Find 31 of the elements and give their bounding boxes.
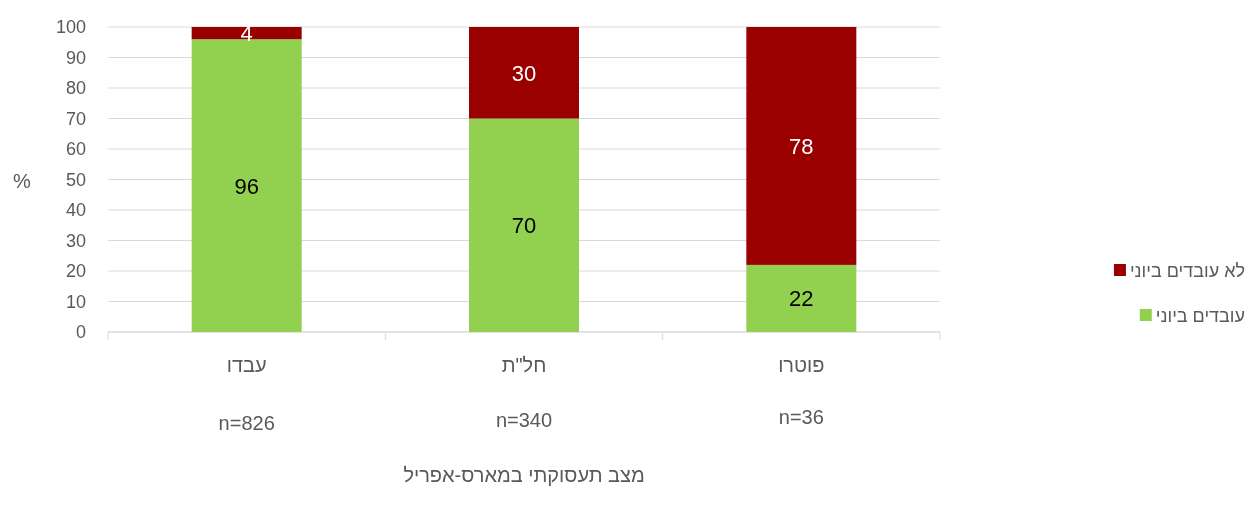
data-label: 70 — [511, 213, 537, 239]
x-tick-label: חל"ת — [501, 354, 547, 376]
y-tick-label: 60 — [65, 139, 86, 159]
y-tick-label: 90 — [65, 47, 86, 68]
bar — [191, 39, 302, 332]
data-label: 30 — [511, 60, 537, 86]
data-label: 22 — [789, 286, 814, 312]
y-tick-label: 0 — [75, 322, 86, 342]
text: n=340 — [495, 409, 553, 431]
bar — [746, 27, 857, 265]
x-tick-label: עבדו — [226, 354, 267, 376]
x-axis-title: מצב תעסוקתי במארס-אפריל — [403, 464, 645, 486]
bar — [746, 264, 857, 332]
bar — [469, 118, 579, 332]
data-label: 78 — [789, 133, 814, 159]
y-tick-label: 20 — [65, 261, 86, 281]
y-tick-label: 10 — [65, 291, 86, 312]
y-tick-label: 30 — [65, 230, 86, 251]
y-tick-label: 100 — [55, 17, 86, 37]
data-label: 96 — [234, 173, 259, 199]
y-tick-label: 70 — [65, 108, 86, 129]
y-tick-label: 50 — [65, 169, 86, 190]
x-tick-label: פוטרו — [778, 354, 825, 376]
text: n=826 — [218, 412, 275, 434]
y-tick-label: 40 — [65, 200, 86, 220]
text: n=36 — [778, 406, 824, 428]
y-tick-label: 80 — [65, 78, 86, 98]
legend-label: לא עובדים ביוני — [1129, 261, 1245, 281]
bar — [469, 27, 579, 119]
legend-label: עובדים ביוני — [1155, 306, 1245, 326]
y-axis-title: % — [13, 170, 32, 192]
